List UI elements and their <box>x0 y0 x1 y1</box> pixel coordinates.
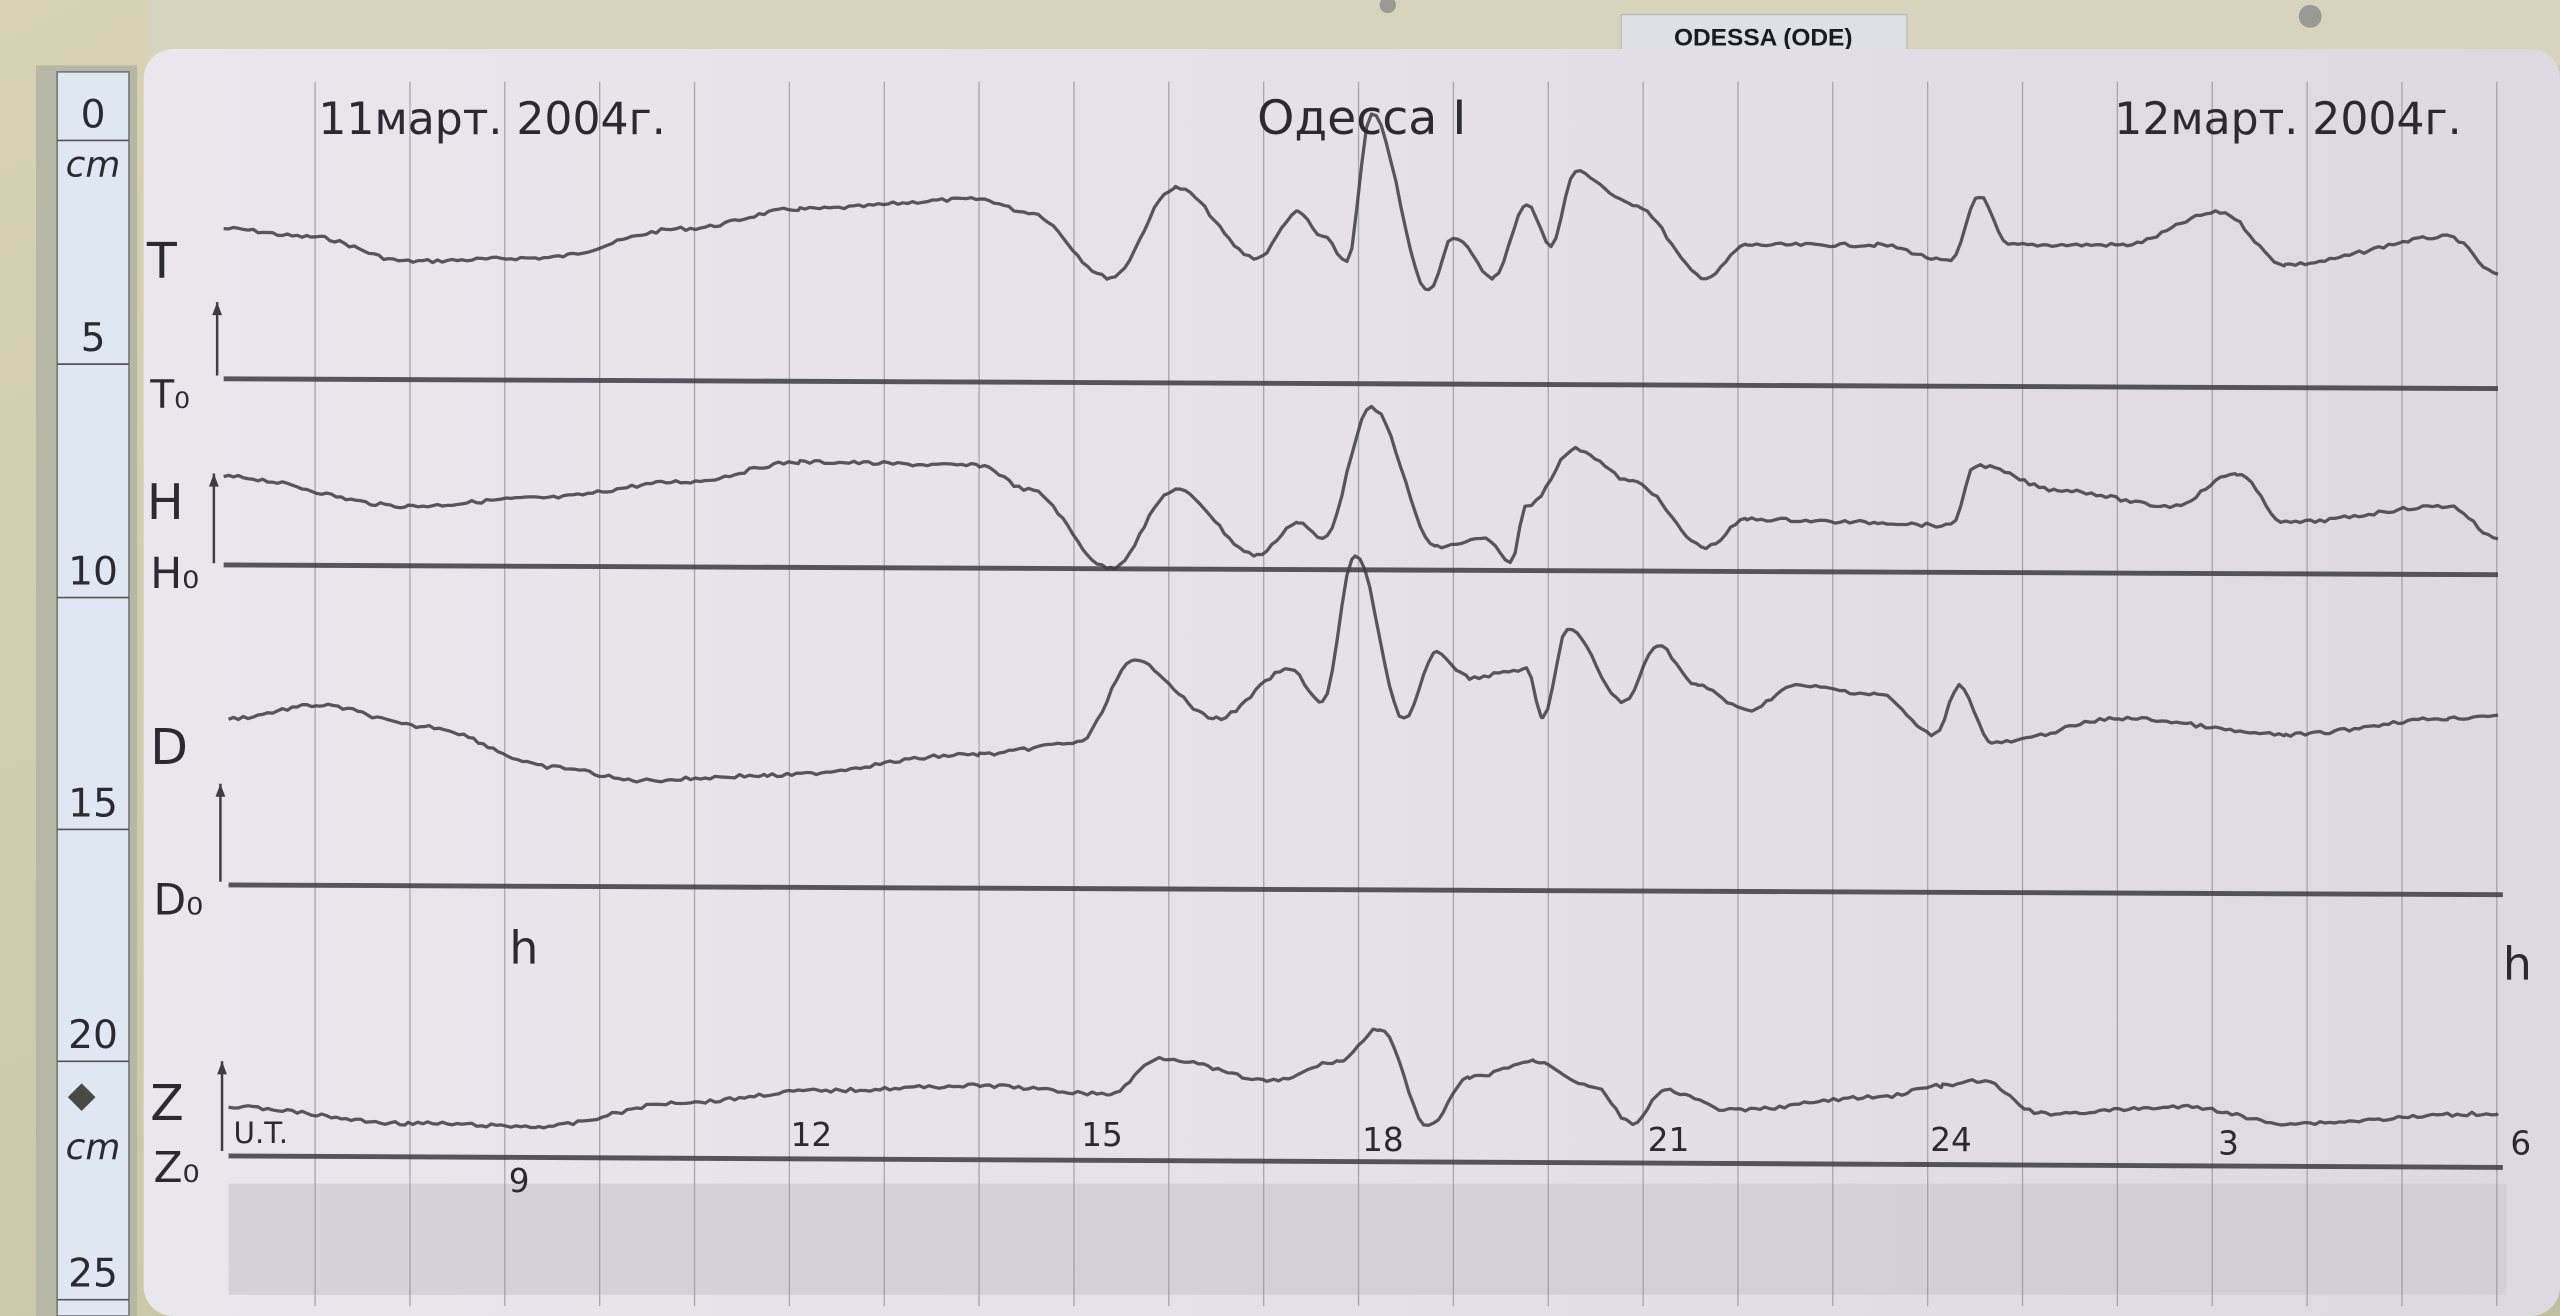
label-T0: T₀ <box>149 373 190 418</box>
arrow-head-icon <box>215 783 226 797</box>
date-left: 11март. 2004г. <box>318 94 665 145</box>
trace-T <box>223 112 2499 292</box>
label-Z: Z <box>150 1075 184 1132</box>
station-plate-text: ODESSA (ODE) <box>1674 25 1853 52</box>
hour-label: 21 <box>1648 1121 1690 1159</box>
ruler-mark-label: 25 <box>68 1252 118 1297</box>
trace-Z <box>228 1027 2499 1130</box>
hour-label: 15 <box>1081 1116 1123 1154</box>
baseline-Z0 <box>228 1153 2503 1170</box>
label-H: H <box>147 474 184 531</box>
hour-labels: 9 12 15 18 21 24 3 6 <box>509 1116 2531 1200</box>
h-marker-right: h <box>2503 938 2532 991</box>
ruler <box>56 71 130 1316</box>
hour-label: 12 <box>791 1116 833 1154</box>
ruler-mark-label: 15 <box>68 781 118 826</box>
arrow-head-icon <box>212 302 223 316</box>
ruler-mark-label: 0 <box>81 92 106 137</box>
ruler-unit-bottom: cm <box>66 1127 121 1168</box>
label-D0: D₀ <box>153 876 203 925</box>
hour-label: 18 <box>1362 1121 1404 1159</box>
station-name: Одесса I <box>1257 91 1466 146</box>
hour-grid <box>314 81 2498 1307</box>
arrow-head-icon <box>208 473 219 487</box>
label-T: T <box>146 233 178 290</box>
hour-label: 3 <box>2218 1124 2239 1162</box>
hour-label: 6 <box>2510 1124 2531 1162</box>
date-right: 12март. 2004г. <box>2114 94 2461 145</box>
h-marker-left: h <box>509 921 538 974</box>
ruler-unit-top: cm <box>66 144 121 185</box>
ruler-mark-label: 20 <box>68 1013 118 1058</box>
label-H0: H₀ <box>150 550 199 599</box>
baseline-T0 <box>223 376 2498 392</box>
ut-label: U.T. <box>233 1116 288 1150</box>
hour-label: 9 <box>509 1162 530 1200</box>
ruler-mark-label: 10 <box>68 550 118 595</box>
traces <box>208 112 2503 1170</box>
baseline-D0 <box>228 882 2503 898</box>
screw-icon <box>2298 4 2322 28</box>
hour-label: 24 <box>1930 1121 1972 1159</box>
label-D: D <box>150 719 188 776</box>
trace-D <box>227 554 2499 784</box>
ruler-marks: 0 5 10 15 20 25 <box>57 92 129 1301</box>
baseline-H0 <box>223 562 2498 578</box>
arrow-head-icon <box>217 1061 227 1075</box>
label-Z0: Z₀ <box>153 1144 199 1193</box>
ruler-mark-label: 5 <box>81 316 106 361</box>
trace-H <box>223 404 2499 571</box>
chart-bottom-band <box>228 1183 2507 1295</box>
screw-icon <box>1379 0 1396 14</box>
chart-paper <box>143 49 2560 1316</box>
